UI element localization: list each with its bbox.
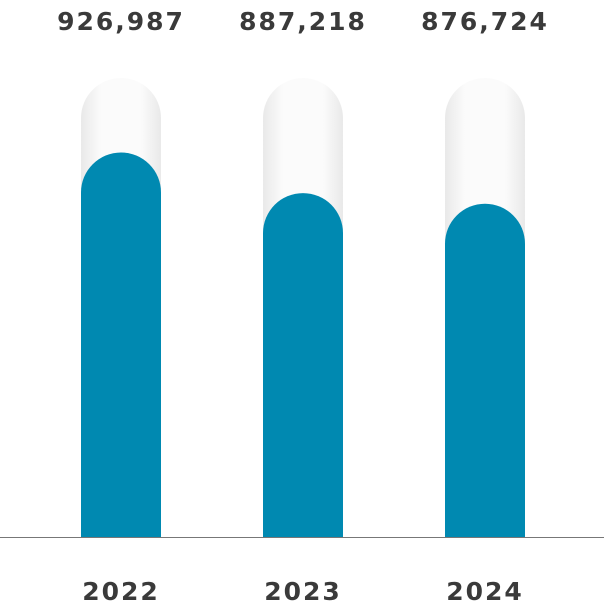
bar	[81, 152, 161, 538]
value-label: 876,724	[421, 7, 549, 36]
x-tick-label: 2024	[446, 577, 524, 606]
x-tick-label: 2022	[82, 577, 160, 606]
bar	[445, 203, 525, 537]
bar	[263, 193, 343, 538]
x-tick-label: 2023	[264, 577, 342, 606]
value-label: 926,987	[57, 7, 185, 36]
value-label: 887,218	[239, 7, 367, 36]
